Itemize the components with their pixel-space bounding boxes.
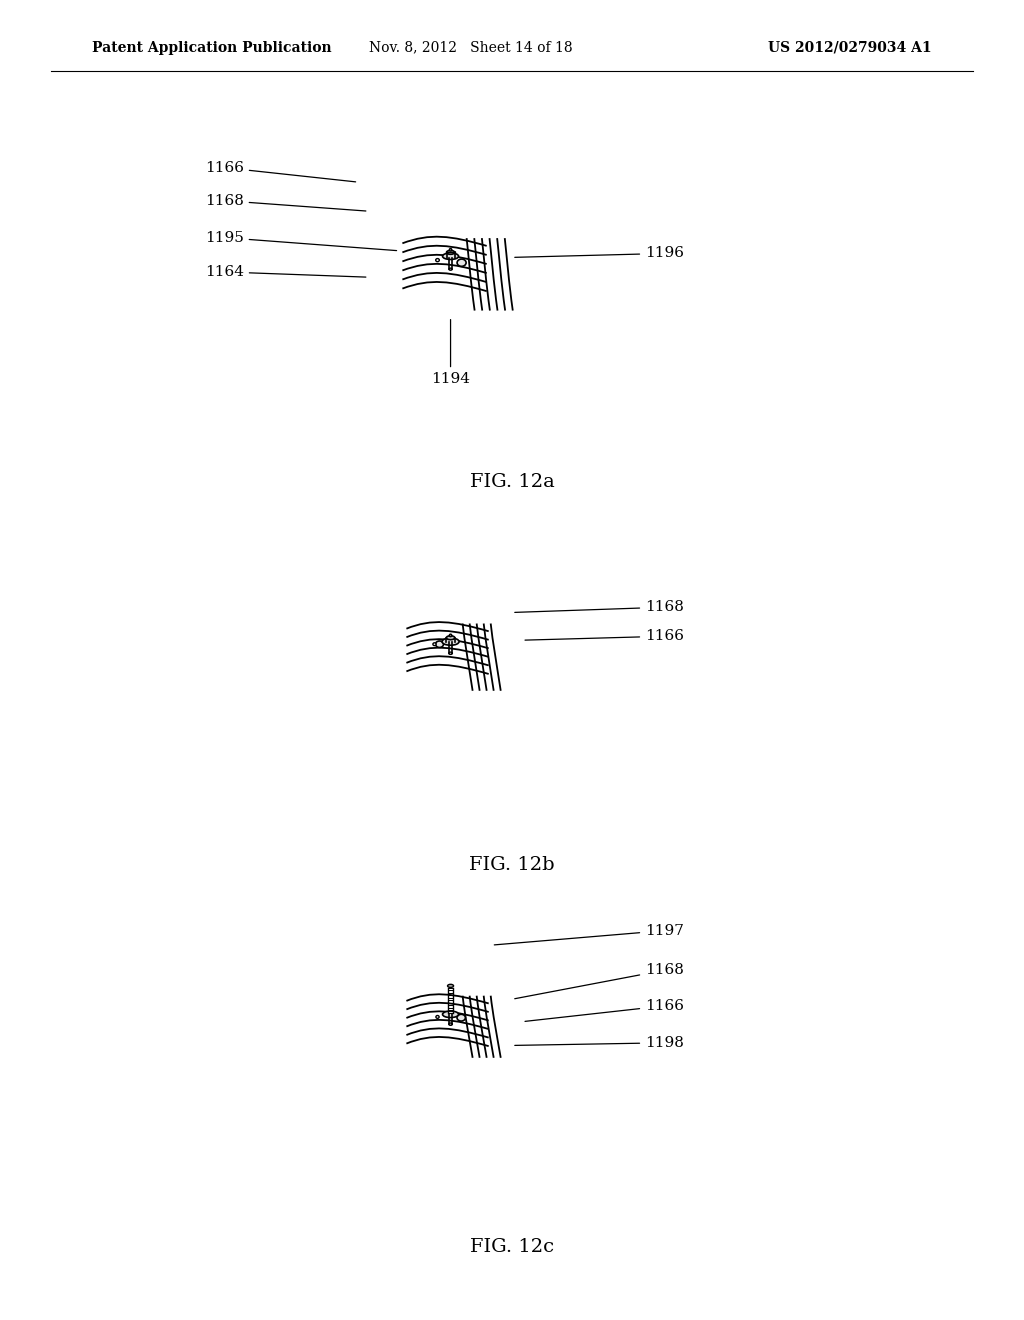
Text: 1166: 1166 [525,630,684,643]
Text: 1164: 1164 [205,265,366,279]
Ellipse shape [442,1011,459,1018]
Ellipse shape [457,1014,466,1022]
Ellipse shape [442,638,459,645]
Ellipse shape [447,985,454,987]
Text: Nov. 8, 2012   Sheet 14 of 18: Nov. 8, 2012 Sheet 14 of 18 [370,41,572,54]
Text: 1166: 1166 [205,161,355,182]
Text: US 2012/0279034 A1: US 2012/0279034 A1 [768,41,932,54]
Ellipse shape [436,1015,439,1018]
Text: 1166: 1166 [525,999,684,1022]
Ellipse shape [446,636,455,640]
Text: 1168: 1168 [205,194,366,211]
Ellipse shape [450,634,452,636]
Ellipse shape [435,259,439,261]
Text: 1168: 1168 [515,964,684,999]
Ellipse shape [433,643,436,645]
Ellipse shape [435,642,443,647]
Text: 1195: 1195 [205,231,396,251]
Text: 1168: 1168 [515,601,684,614]
Ellipse shape [442,253,459,260]
Ellipse shape [450,248,452,251]
Ellipse shape [449,1023,453,1026]
Text: 1197: 1197 [495,924,684,945]
Text: Patent Application Publication: Patent Application Publication [92,41,332,54]
Text: 1198: 1198 [515,1036,684,1049]
Text: FIG. 12b: FIG. 12b [469,855,555,874]
Ellipse shape [457,259,466,267]
Text: 1196: 1196 [515,247,684,260]
Text: 1194: 1194 [431,319,470,387]
Text: FIG. 12a: FIG. 12a [470,473,554,491]
Text: FIG. 12c: FIG. 12c [470,1238,554,1257]
Ellipse shape [449,268,453,271]
Ellipse shape [449,652,453,655]
Ellipse shape [446,251,455,255]
